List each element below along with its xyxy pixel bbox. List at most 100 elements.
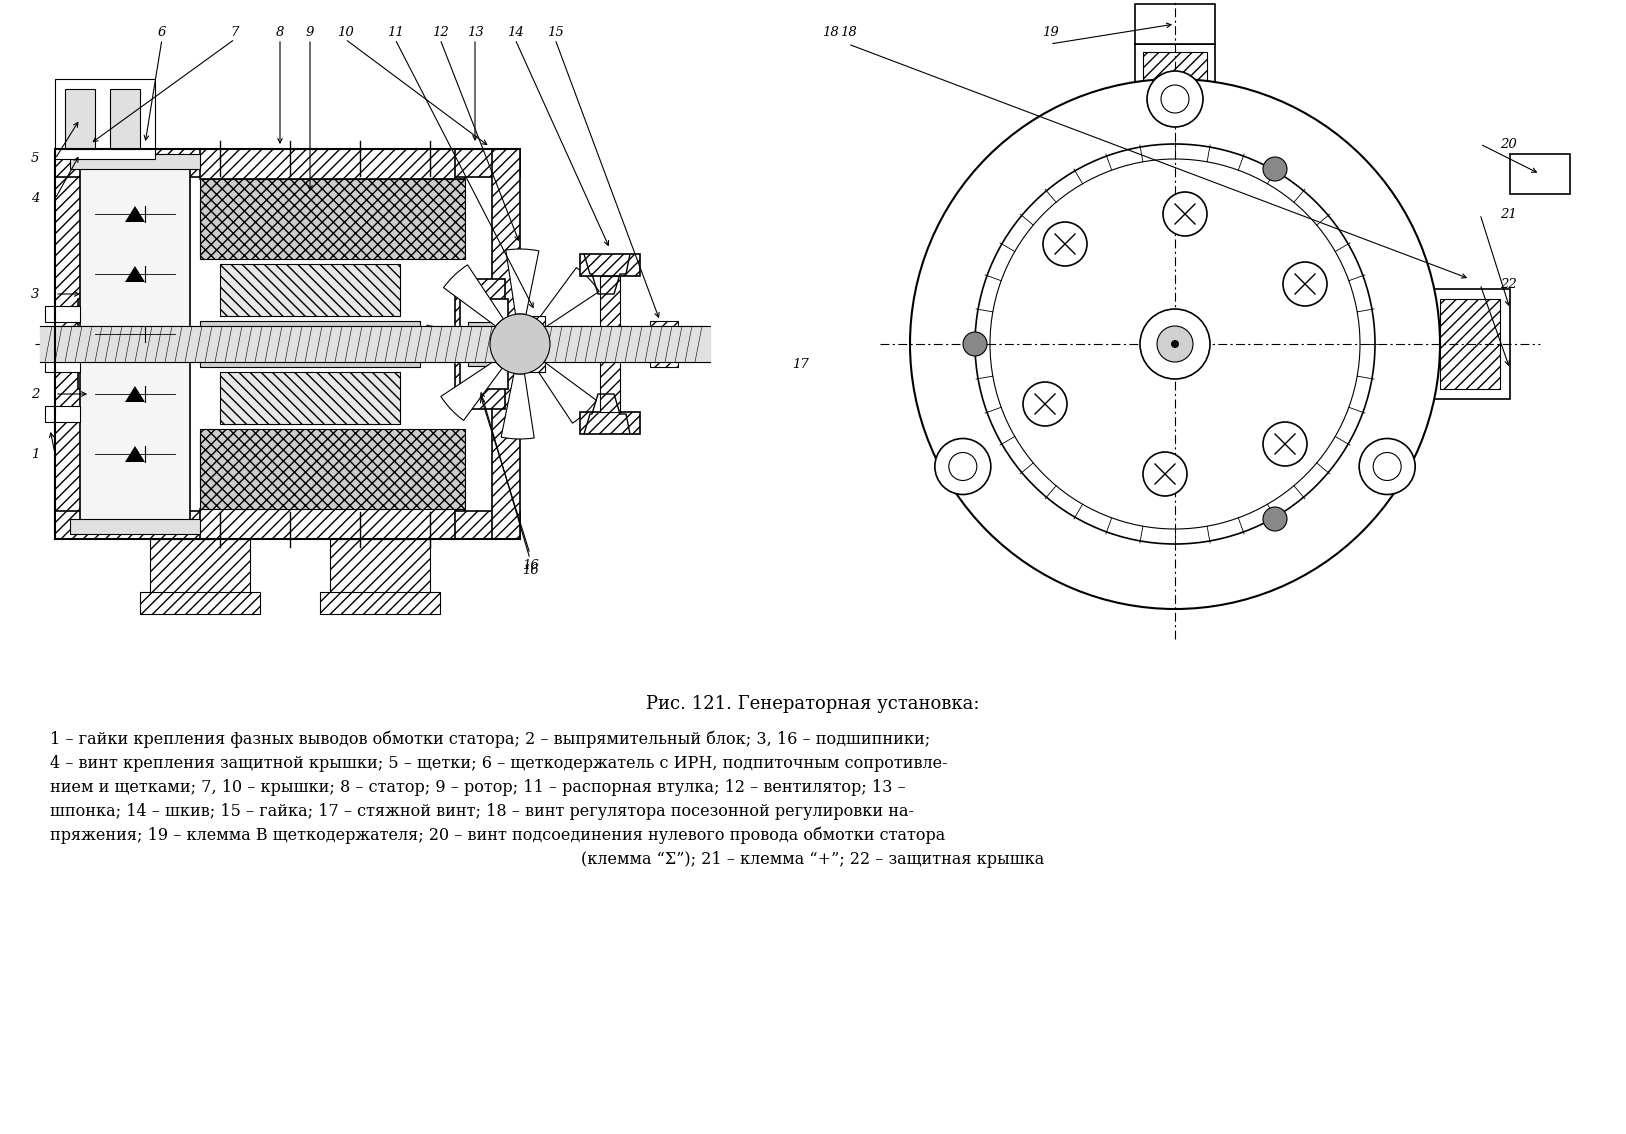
Circle shape [1143,452,1187,496]
Text: 18: 18 [839,26,857,39]
Polygon shape [125,325,145,342]
Text: 14: 14 [507,26,524,39]
Circle shape [489,314,550,374]
Text: 11: 11 [387,26,403,39]
Wedge shape [444,265,504,327]
Circle shape [1023,382,1067,426]
Bar [1429,289,1511,399]
Bar [83,279,143,409]
Polygon shape [125,386,145,401]
Bar [515,316,545,325]
Bar [200,321,420,367]
Circle shape [1359,439,1415,494]
Polygon shape [125,446,145,462]
Bar [493,149,520,539]
Bar [55,511,210,539]
Bar [580,254,641,276]
Bar [455,511,520,539]
Wedge shape [441,361,502,421]
Text: 10: 10 [337,26,353,39]
Circle shape [1283,262,1327,306]
Text: 12: 12 [431,26,449,39]
Bar [1135,5,1215,44]
Polygon shape [125,206,145,222]
Bar [320,592,441,613]
Bar [200,509,465,539]
Circle shape [1163,192,1206,236]
Bar [1511,154,1571,194]
Bar [220,264,400,316]
Bar [70,154,200,169]
Bar [55,149,83,344]
Bar [220,372,400,424]
Text: (клемма “Σ”); 21 – клемма “+”; 22 – защитная крышка: (клемма “Σ”); 21 – клемма “+”; 22 – защи… [582,850,1044,868]
Bar [515,362,545,372]
Text: 13: 13 [467,26,483,39]
Circle shape [935,439,990,494]
Bar [580,412,641,434]
Bar [1143,52,1206,91]
Text: 2: 2 [31,388,39,400]
Bar [1135,44,1215,99]
Text: 5: 5 [31,152,39,166]
Bar [111,88,140,149]
Text: 20: 20 [1501,137,1517,151]
Text: 4 – винт крепления защитной крышки; 5 – щетки; 6 – щеткодержатель с ИРН, подпито: 4 – винт крепления защитной крышки; 5 – … [50,754,948,771]
Circle shape [1158,325,1193,362]
Text: 9: 9 [306,26,314,39]
Text: 3: 3 [31,288,39,301]
Circle shape [990,159,1359,528]
Bar [600,276,620,412]
Bar [650,344,678,367]
Text: 22: 22 [1501,278,1517,290]
Wedge shape [506,249,538,314]
Circle shape [976,144,1376,544]
Bar [330,539,429,594]
Circle shape [1263,507,1288,531]
Bar [150,539,250,594]
Text: 18: 18 [821,26,839,39]
Bar [200,149,465,179]
Bar [468,322,501,366]
Circle shape [1161,85,1189,113]
Bar [65,88,94,149]
Bar [1441,299,1501,389]
Text: 6: 6 [158,26,166,39]
Wedge shape [537,362,597,423]
Wedge shape [501,373,535,439]
Text: 17: 17 [792,357,808,371]
Text: 4: 4 [31,193,39,205]
Bar [200,179,465,259]
Wedge shape [424,325,491,358]
Circle shape [1171,340,1179,348]
Bar [200,198,420,254]
Circle shape [1146,71,1203,127]
Bar [46,356,80,372]
Polygon shape [125,266,145,282]
Wedge shape [550,330,615,363]
Bar [78,299,133,389]
Circle shape [950,452,977,481]
Circle shape [963,332,987,356]
Circle shape [1042,222,1088,266]
Bar [86,322,125,366]
Text: 15: 15 [546,26,563,39]
Circle shape [1263,422,1307,466]
Text: Рис. 121. Генераторная установка:: Рис. 121. Генераторная установка: [646,695,980,713]
Circle shape [911,79,1441,609]
Bar [140,592,260,613]
Bar [55,149,210,177]
Text: 7: 7 [231,26,239,39]
Bar [55,344,83,539]
Bar [70,519,200,534]
Bar [455,149,520,177]
Bar [46,406,80,422]
Circle shape [1374,452,1402,481]
Circle shape [1140,308,1210,379]
Bar [46,306,80,322]
Text: 1: 1 [31,448,39,460]
Bar [55,79,154,159]
Text: 21: 21 [1501,208,1517,220]
Text: 8: 8 [276,26,285,39]
Bar [455,279,506,409]
